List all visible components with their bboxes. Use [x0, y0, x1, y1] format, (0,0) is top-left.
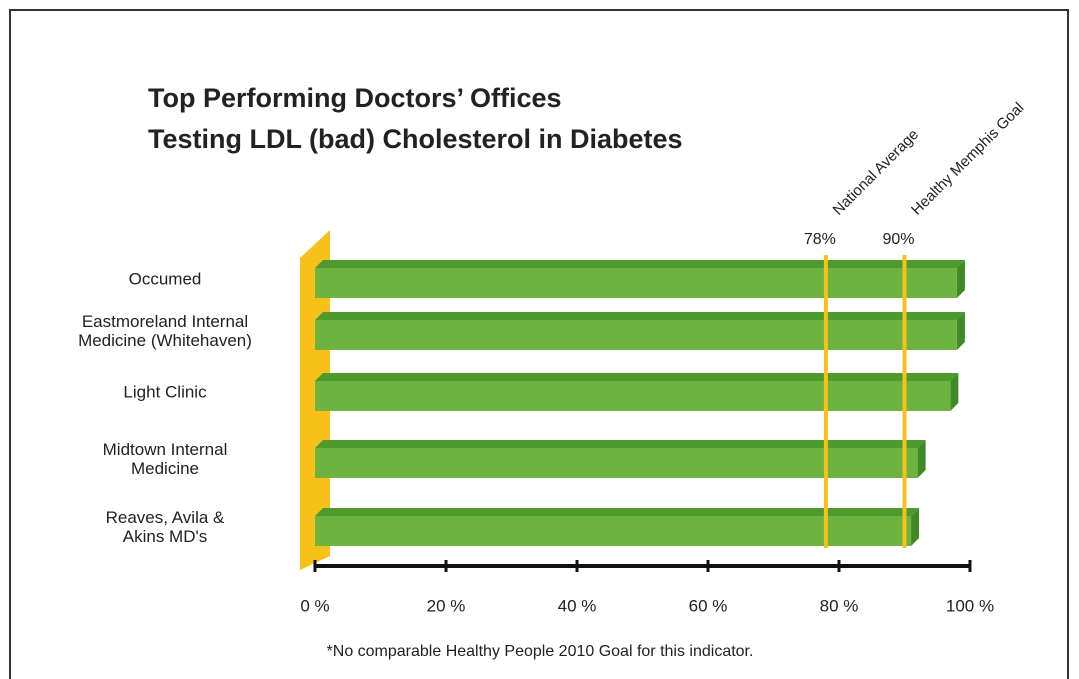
frame [9, 9, 1069, 679]
category-label: Occumed [128, 269, 202, 289]
footnote: *No comparable Healthy People 2010 Goal … [327, 643, 754, 660]
bar-end [911, 508, 920, 546]
reference-value-label: 78% [804, 231, 836, 248]
x-tick-label: 80 % [820, 596, 859, 615]
category-label: Eastmoreland Internal Medicine (Whitehav… [78, 312, 252, 350]
category-label: Midtown Internal Medicine [102, 440, 228, 478]
bar [315, 268, 957, 298]
bar-top [315, 312, 965, 320]
bar [315, 381, 951, 411]
bar-top [315, 508, 920, 516]
bar-top [315, 260, 965, 268]
reference-value-label: 90% [882, 231, 914, 248]
bar [315, 516, 912, 546]
chart-subtitle: Testing LDL (bad) Cholesterol in Diabete… [148, 124, 683, 154]
bar [315, 320, 957, 350]
x-tick-label: 0 % [300, 596, 329, 615]
category-label: Reaves, Avila & Akins MD's [105, 508, 225, 546]
bar-end [917, 440, 926, 478]
reference-name: National Average [830, 126, 923, 219]
x-tick-label: 60 % [689, 596, 728, 615]
x-tick-label: 100 % [946, 596, 994, 615]
bar [315, 448, 918, 478]
x-tick-label: 20 % [427, 596, 466, 615]
bar-top [315, 373, 959, 381]
bar-end [956, 312, 965, 350]
bar-end [950, 373, 959, 411]
bar-top [315, 440, 926, 448]
bar-end [956, 260, 965, 298]
reference-name: Healthy Memphis Goal [908, 99, 1027, 218]
chart-title: Top Performing Doctors’ Offices [148, 83, 562, 113]
x-tick-label: 40 % [558, 596, 597, 615]
category-label: Light Clinic [123, 382, 207, 402]
